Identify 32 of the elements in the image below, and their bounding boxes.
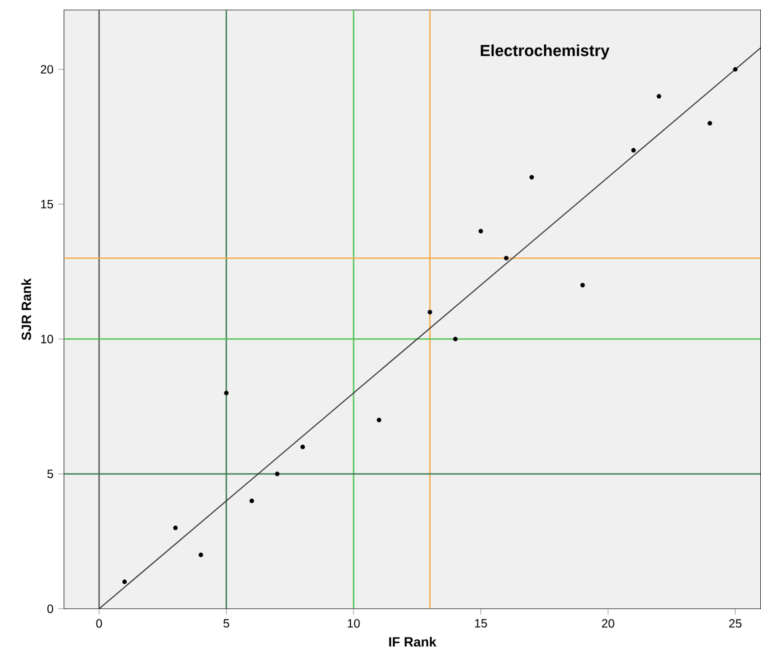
x-tick-label: 0 (96, 619, 102, 628)
point (198, 552, 204, 558)
point (173, 526, 178, 530)
point (453, 336, 458, 342)
point (224, 390, 229, 396)
y-tick-label: 10 (41, 334, 54, 344)
point (529, 175, 534, 180)
point (708, 121, 712, 126)
x-tick-label: 25 (729, 619, 742, 628)
point (376, 418, 382, 422)
x-tick-label: 5 (223, 619, 230, 628)
point (580, 282, 585, 288)
point (478, 229, 484, 234)
x-tick-label: 10 (348, 619, 360, 628)
point (504, 256, 509, 261)
point (656, 94, 662, 99)
point (122, 580, 127, 584)
point (274, 472, 280, 476)
x-tick-label: 15 (475, 619, 487, 628)
y-tick-label: 15 (41, 200, 54, 208)
point (300, 444, 305, 450)
point (631, 148, 636, 153)
point (250, 498, 254, 504)
annotation: Electrochemistry (480, 44, 610, 60)
y-tick-label: 0 (47, 604, 54, 614)
y-tick-label: 20 (40, 65, 54, 74)
y-tick-label: 5 (47, 470, 54, 478)
x-tick-label: 20 (602, 619, 614, 628)
y-axis-title: SJR Rank (21, 278, 32, 340)
point (733, 67, 738, 72)
point (428, 310, 432, 314)
x-axis-title: IF Rank (389, 636, 436, 647)
